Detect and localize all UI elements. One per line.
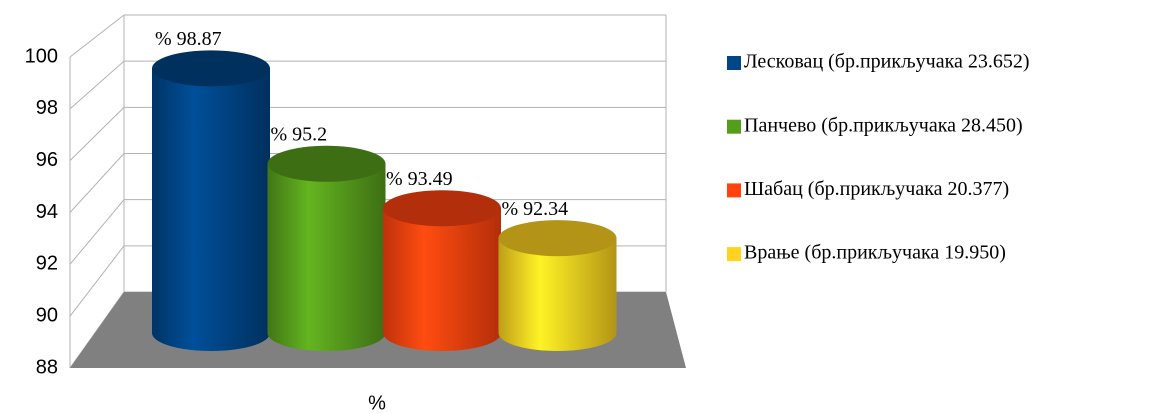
y-tick-label: 90: [36, 304, 58, 326]
bar-top: [498, 220, 617, 257]
bar: [383, 208, 501, 351]
bar: [267, 163, 386, 351]
y-tick-label: 88: [36, 356, 58, 378]
grid-line: [69, 60, 125, 110]
bar: [152, 68, 270, 351]
grid-line: [69, 106, 125, 162]
data-label: % 95.2: [271, 123, 328, 145]
y-tick-label: 98: [36, 97, 58, 119]
legend-label: Лесковац (бр.прикључака 23.652): [744, 51, 1030, 73]
y-tick-label: 100: [25, 45, 58, 67]
data-label: % 98.87: [155, 28, 222, 50]
data-label: % 93.49: [386, 168, 453, 190]
grid-line: [69, 14, 125, 58]
bar-top: [383, 190, 501, 227]
bar: [498, 238, 617, 351]
bar-top: [152, 50, 270, 87]
grid-line: [69, 153, 125, 213]
legend-swatch: [727, 247, 741, 262]
legend-swatch: [727, 119, 741, 134]
y-tick-label: 92: [36, 253, 58, 275]
bar-top: [267, 145, 386, 182]
legend-label: Врање (бр.прикључака 19.950): [744, 242, 1006, 264]
legend-swatch: [727, 56, 741, 70]
grid-line: [69, 199, 125, 265]
y-tick-label: 94: [36, 201, 58, 223]
data-label: % 92.34: [502, 198, 569, 220]
y-tick-label: 96: [36, 149, 58, 171]
grid-line: [69, 245, 125, 317]
legend-label: Панчево (бр.прикључака 28.450): [744, 114, 1023, 136]
legend-swatch: [727, 183, 741, 198]
legend-label: Шабац (бр.прикључака 20.377): [744, 178, 1009, 200]
x-tick-label: %: [368, 392, 386, 414]
